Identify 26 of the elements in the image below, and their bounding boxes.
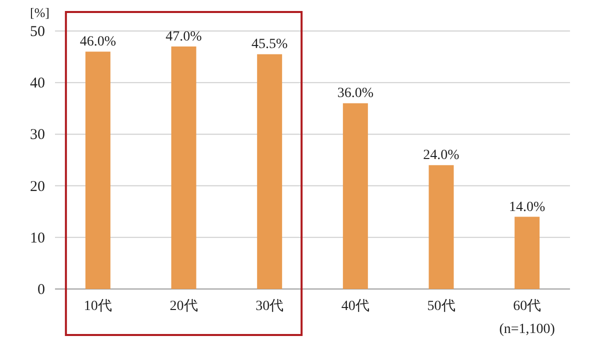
- y-axis-title: [%]: [30, 5, 50, 20]
- bar: [342, 103, 368, 289]
- y-tick-label: 0: [38, 282, 45, 298]
- y-tick-label: 50: [30, 24, 45, 40]
- y-tick-label: 10: [30, 230, 45, 246]
- data-label: 36.0%: [337, 86, 374, 102]
- x-tick-label: 20代: [170, 298, 198, 314]
- data-label: 47.0%: [166, 29, 202, 44]
- x-tick-label: 40代: [341, 298, 370, 314]
- data-label: 46.0%: [80, 34, 116, 50]
- bar: [428, 165, 454, 289]
- data-label: 14.0%: [508, 200, 546, 215]
- bar: [514, 216, 540, 289]
- x-tick-label: 30代: [256, 298, 284, 314]
- text: (n=1,100): [499, 322, 556, 337]
- y-tick-label: 30: [30, 127, 45, 144]
- bar: [171, 46, 196, 289]
- bar: [85, 52, 110, 289]
- x-tick-label: 50代: [427, 298, 456, 314]
- y-tick-label: 40: [30, 76, 45, 92]
- x-tick-label: 60代: [513, 298, 542, 314]
- y-tick-label: 20: [30, 178, 45, 195]
- data-label: 45.5%: [251, 37, 288, 52]
- bar: [257, 54, 282, 289]
- data-label: 24.0%: [423, 148, 460, 164]
- x-tick-label: 10代: [84, 298, 112, 314]
